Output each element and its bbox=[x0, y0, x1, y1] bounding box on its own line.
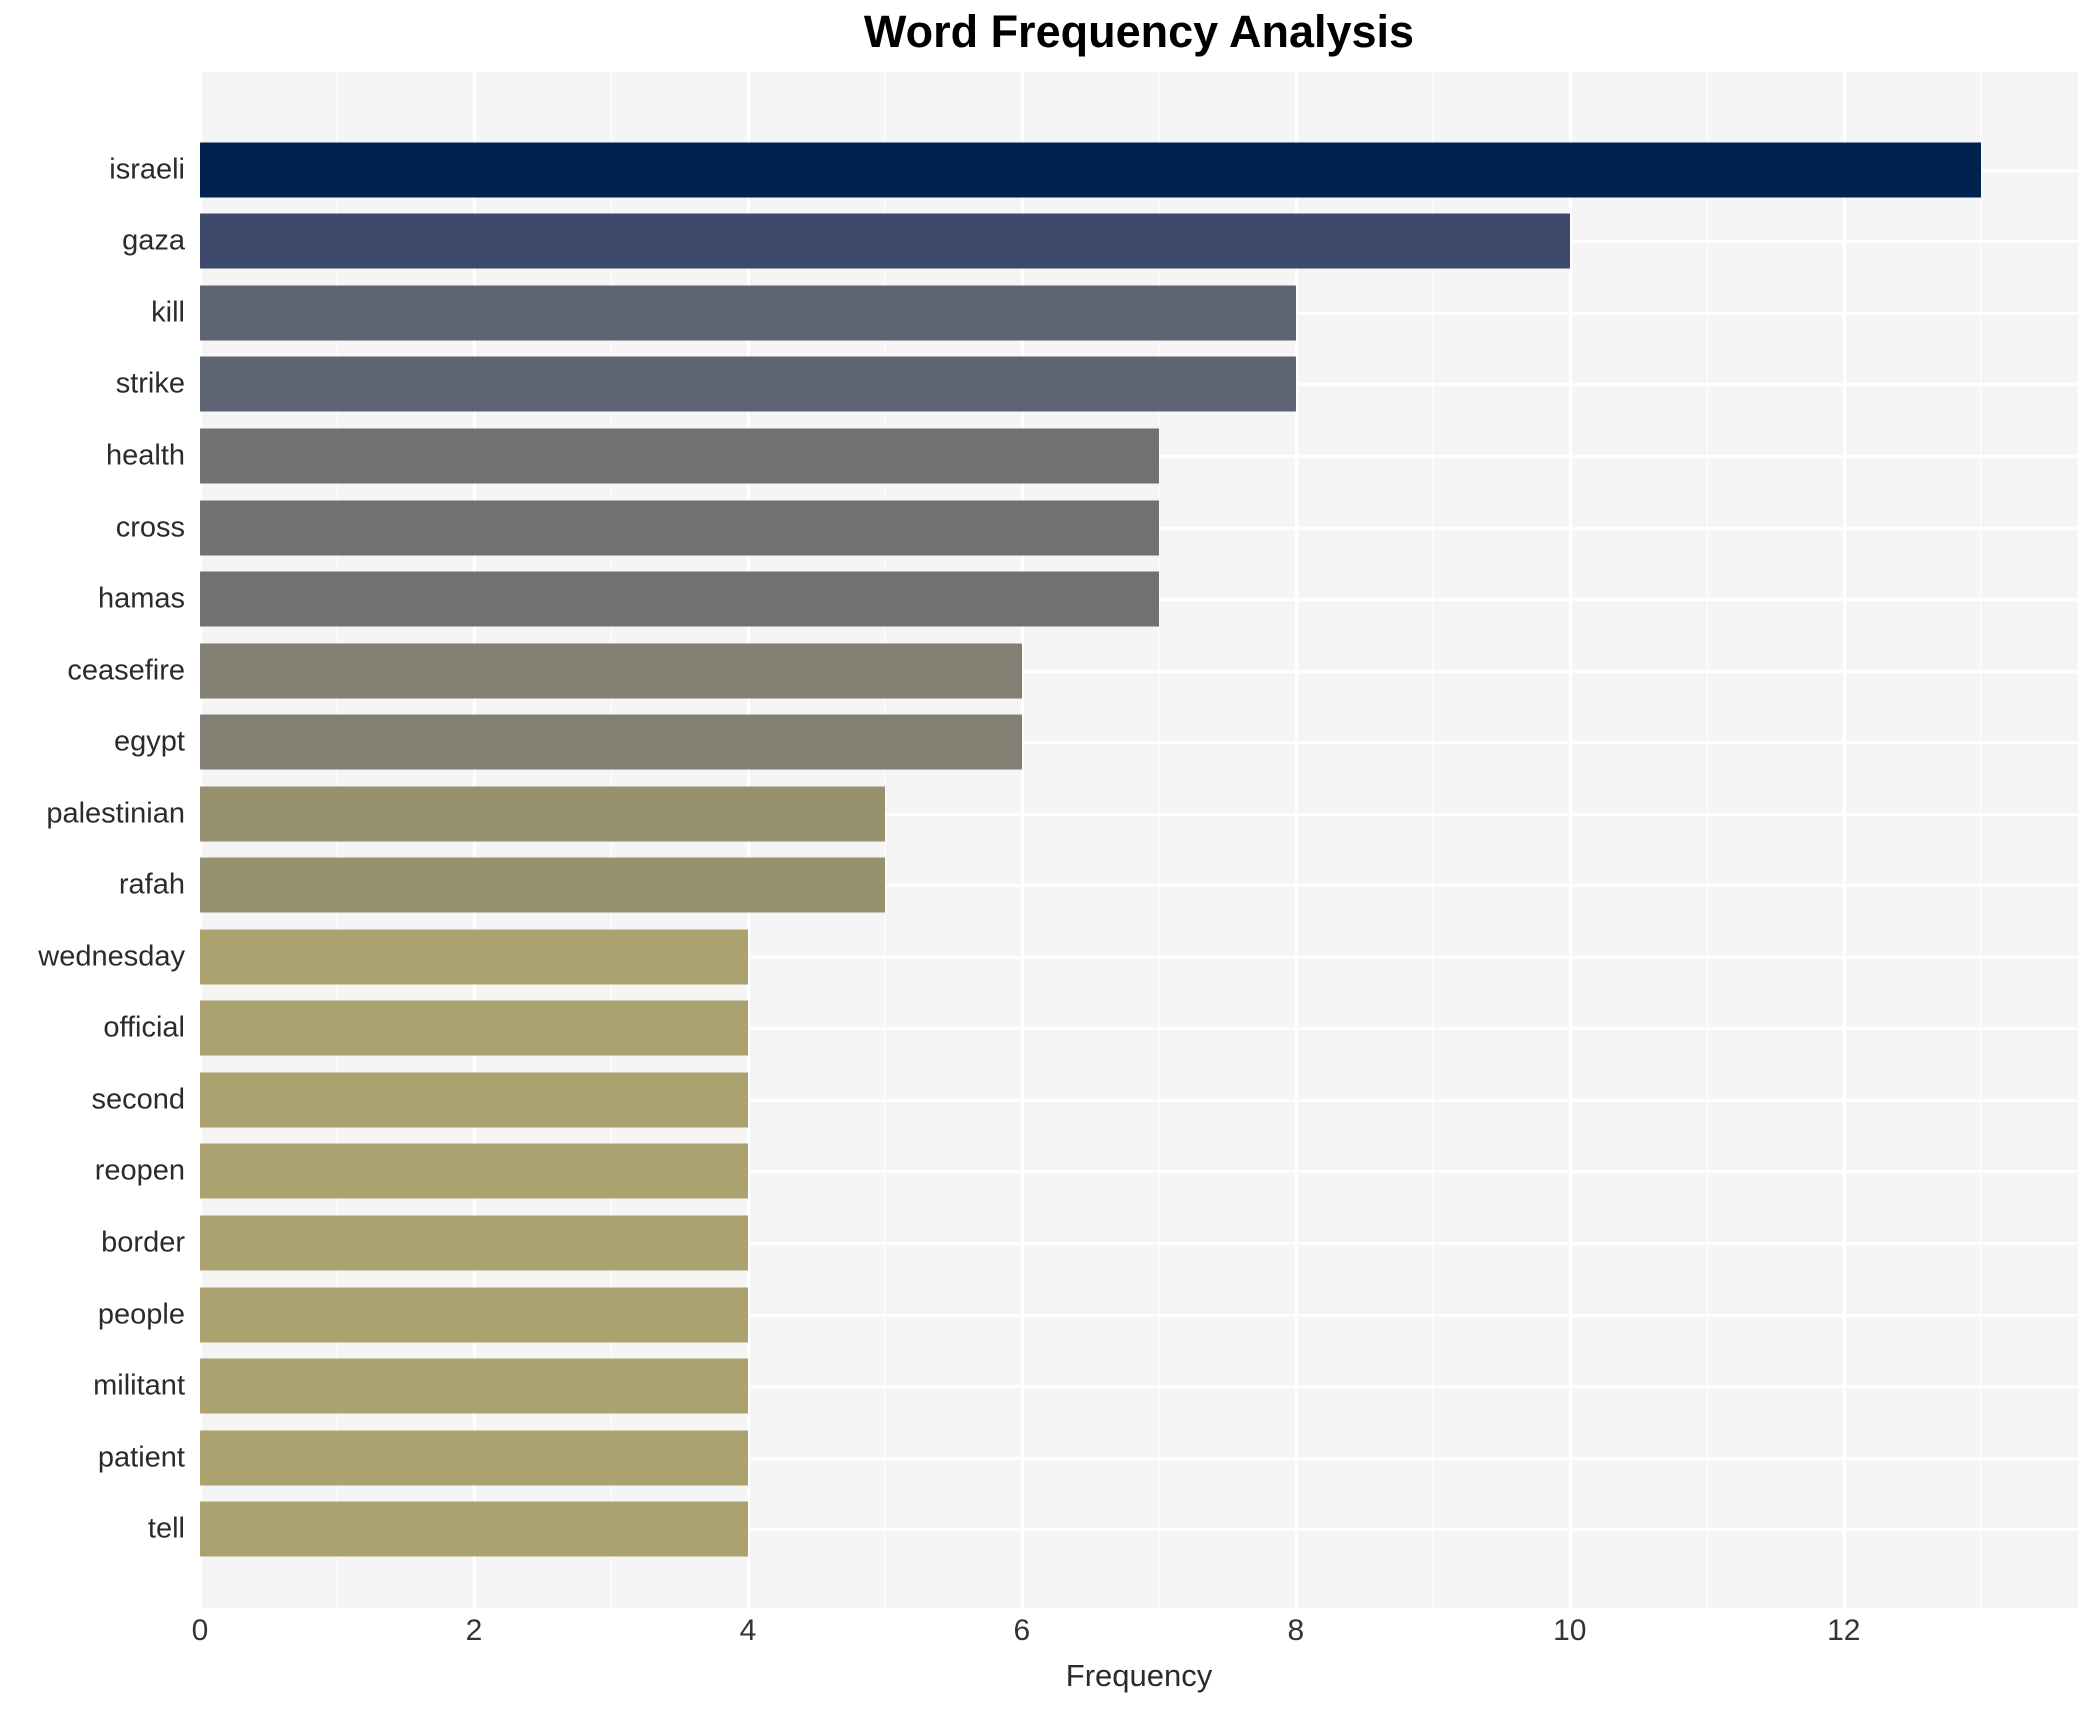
frequency-bar bbox=[200, 643, 1022, 699]
y-axis-label: kill bbox=[151, 296, 185, 329]
x-axis-title: Frequency bbox=[1065, 1658, 1213, 1693]
gridline-horizontal bbox=[200, 1241, 2078, 1245]
bar-row: militant bbox=[93, 1350, 2078, 1422]
y-axis-label: people bbox=[97, 1298, 185, 1331]
y-axis-label: wednesday bbox=[38, 940, 185, 973]
frequency-bar bbox=[200, 213, 1570, 269]
bar-row: ceasefire bbox=[67, 635, 2078, 707]
gridline-minor bbox=[1157, 72, 1160, 1608]
y-axis-label: palestinian bbox=[46, 797, 185, 830]
frequency-bar bbox=[200, 1501, 748, 1557]
bar-row: palestinian bbox=[46, 778, 2078, 850]
gridline-horizontal bbox=[200, 1385, 2078, 1389]
x-axis-tick: 4 bbox=[739, 1614, 757, 1647]
x-axis-tick: 6 bbox=[1013, 1614, 1031, 1647]
bar-row: strike bbox=[116, 349, 2078, 421]
gridline-horizontal bbox=[200, 812, 2078, 816]
gridline-horizontal bbox=[200, 1027, 2078, 1031]
bar-row: border bbox=[101, 1207, 2078, 1279]
gridline-horizontal bbox=[200, 1528, 2078, 1532]
y-axis-label: reopen bbox=[94, 1154, 185, 1187]
frequency-bar bbox=[200, 1143, 748, 1199]
gridline-horizontal bbox=[200, 1170, 2078, 1174]
bar-rows: israeli gaza kill strike health cross hamas cea… bbox=[38, 72, 2078, 1608]
y-axis-label: tell bbox=[147, 1512, 185, 1545]
frequency-bar bbox=[200, 285, 1296, 341]
frequency-bar bbox=[200, 571, 1159, 627]
bar-row: rafah bbox=[119, 849, 2078, 921]
bar-row: hamas bbox=[98, 563, 2078, 635]
bar-row: people bbox=[98, 1279, 2078, 1351]
gridline-horizontal bbox=[200, 1313, 2078, 1317]
frequency-bar bbox=[200, 1000, 748, 1056]
frequency-bar bbox=[200, 714, 1022, 770]
y-axis-label: gaza bbox=[122, 224, 185, 257]
y-axis-label: militant bbox=[93, 1369, 185, 1402]
x-axis: 0 2 4 6 8 10 12 bbox=[192, 1614, 2078, 1654]
y-axis-label: strike bbox=[115, 367, 185, 400]
y-axis-label: cross bbox=[115, 511, 185, 543]
y-axis-label: health bbox=[105, 439, 185, 472]
bar-row: health bbox=[106, 420, 2078, 492]
bar-row: wednesday bbox=[38, 921, 2078, 993]
gridline-minor bbox=[1431, 72, 1434, 1608]
frequency-bar bbox=[200, 1215, 748, 1271]
frequency-bar bbox=[200, 1287, 748, 1343]
frequency-bar bbox=[200, 1430, 748, 1486]
x-axis-tick: 0 bbox=[191, 1614, 209, 1647]
frequency-bar bbox=[200, 857, 885, 913]
y-axis-label: ceasefire bbox=[67, 654, 185, 687]
bar-row: second bbox=[91, 1064, 2078, 1136]
gridline-major bbox=[1568, 72, 1572, 1608]
gridline-major bbox=[1842, 72, 1846, 1608]
gridline-major bbox=[1294, 72, 1298, 1608]
frequency-bar bbox=[200, 1358, 748, 1414]
y-axis-label: patient bbox=[97, 1441, 185, 1474]
frequency-bar bbox=[200, 356, 1296, 412]
gridline-minor bbox=[883, 72, 886, 1608]
gridline-minor bbox=[1705, 72, 1708, 1608]
y-axis-label: hamas bbox=[97, 582, 185, 615]
y-axis-label: official bbox=[103, 1011, 185, 1044]
y-axis-label: egypt bbox=[114, 725, 185, 758]
bar-row: israeli bbox=[109, 134, 2078, 206]
y-axis-label: second bbox=[91, 1083, 185, 1116]
gridline-horizontal bbox=[200, 741, 2078, 745]
frequency-bar bbox=[200, 500, 1159, 555]
gridline-horizontal bbox=[200, 1098, 2078, 1102]
x-axis-tick: 10 bbox=[1553, 1614, 1587, 1647]
bar-row: cross bbox=[116, 492, 2078, 564]
gridline-minor bbox=[1979, 72, 1982, 1608]
bar-row: official bbox=[103, 993, 2078, 1065]
bar-row: egypt bbox=[114, 706, 2078, 778]
plot-area: israeli gaza kill strike health cross hamas cea… bbox=[38, 72, 2078, 1608]
y-axis-label: border bbox=[101, 1226, 185, 1259]
frequency-bar bbox=[200, 929, 748, 985]
bar-row: gaza bbox=[122, 206, 2078, 278]
frequency-bar bbox=[200, 786, 885, 842]
gridline-horizontal bbox=[200, 955, 2078, 959]
frequency-bar bbox=[200, 1072, 748, 1128]
bar-row: kill bbox=[151, 277, 2078, 349]
gridline-horizontal bbox=[200, 1456, 2078, 1460]
bar-row: reopen bbox=[95, 1136, 2078, 1208]
frequency-bar bbox=[200, 142, 1981, 198]
gridline-horizontal bbox=[200, 884, 2078, 888]
x-axis-tick: 2 bbox=[465, 1614, 483, 1647]
bar-row: patient bbox=[98, 1422, 2078, 1494]
frequency-bar bbox=[200, 428, 1159, 484]
x-axis-tick: 8 bbox=[1287, 1614, 1305, 1647]
bar-row: tell bbox=[148, 1493, 2078, 1565]
x-axis-tick: 12 bbox=[1827, 1614, 1861, 1647]
gridline-horizontal bbox=[200, 669, 2078, 673]
y-axis-label: israeli bbox=[109, 153, 185, 186]
gridline-major bbox=[1020, 72, 1024, 1608]
y-axis-label: rafah bbox=[118, 868, 185, 901]
chart-title: Word Frequency Analysis bbox=[863, 6, 1415, 57]
